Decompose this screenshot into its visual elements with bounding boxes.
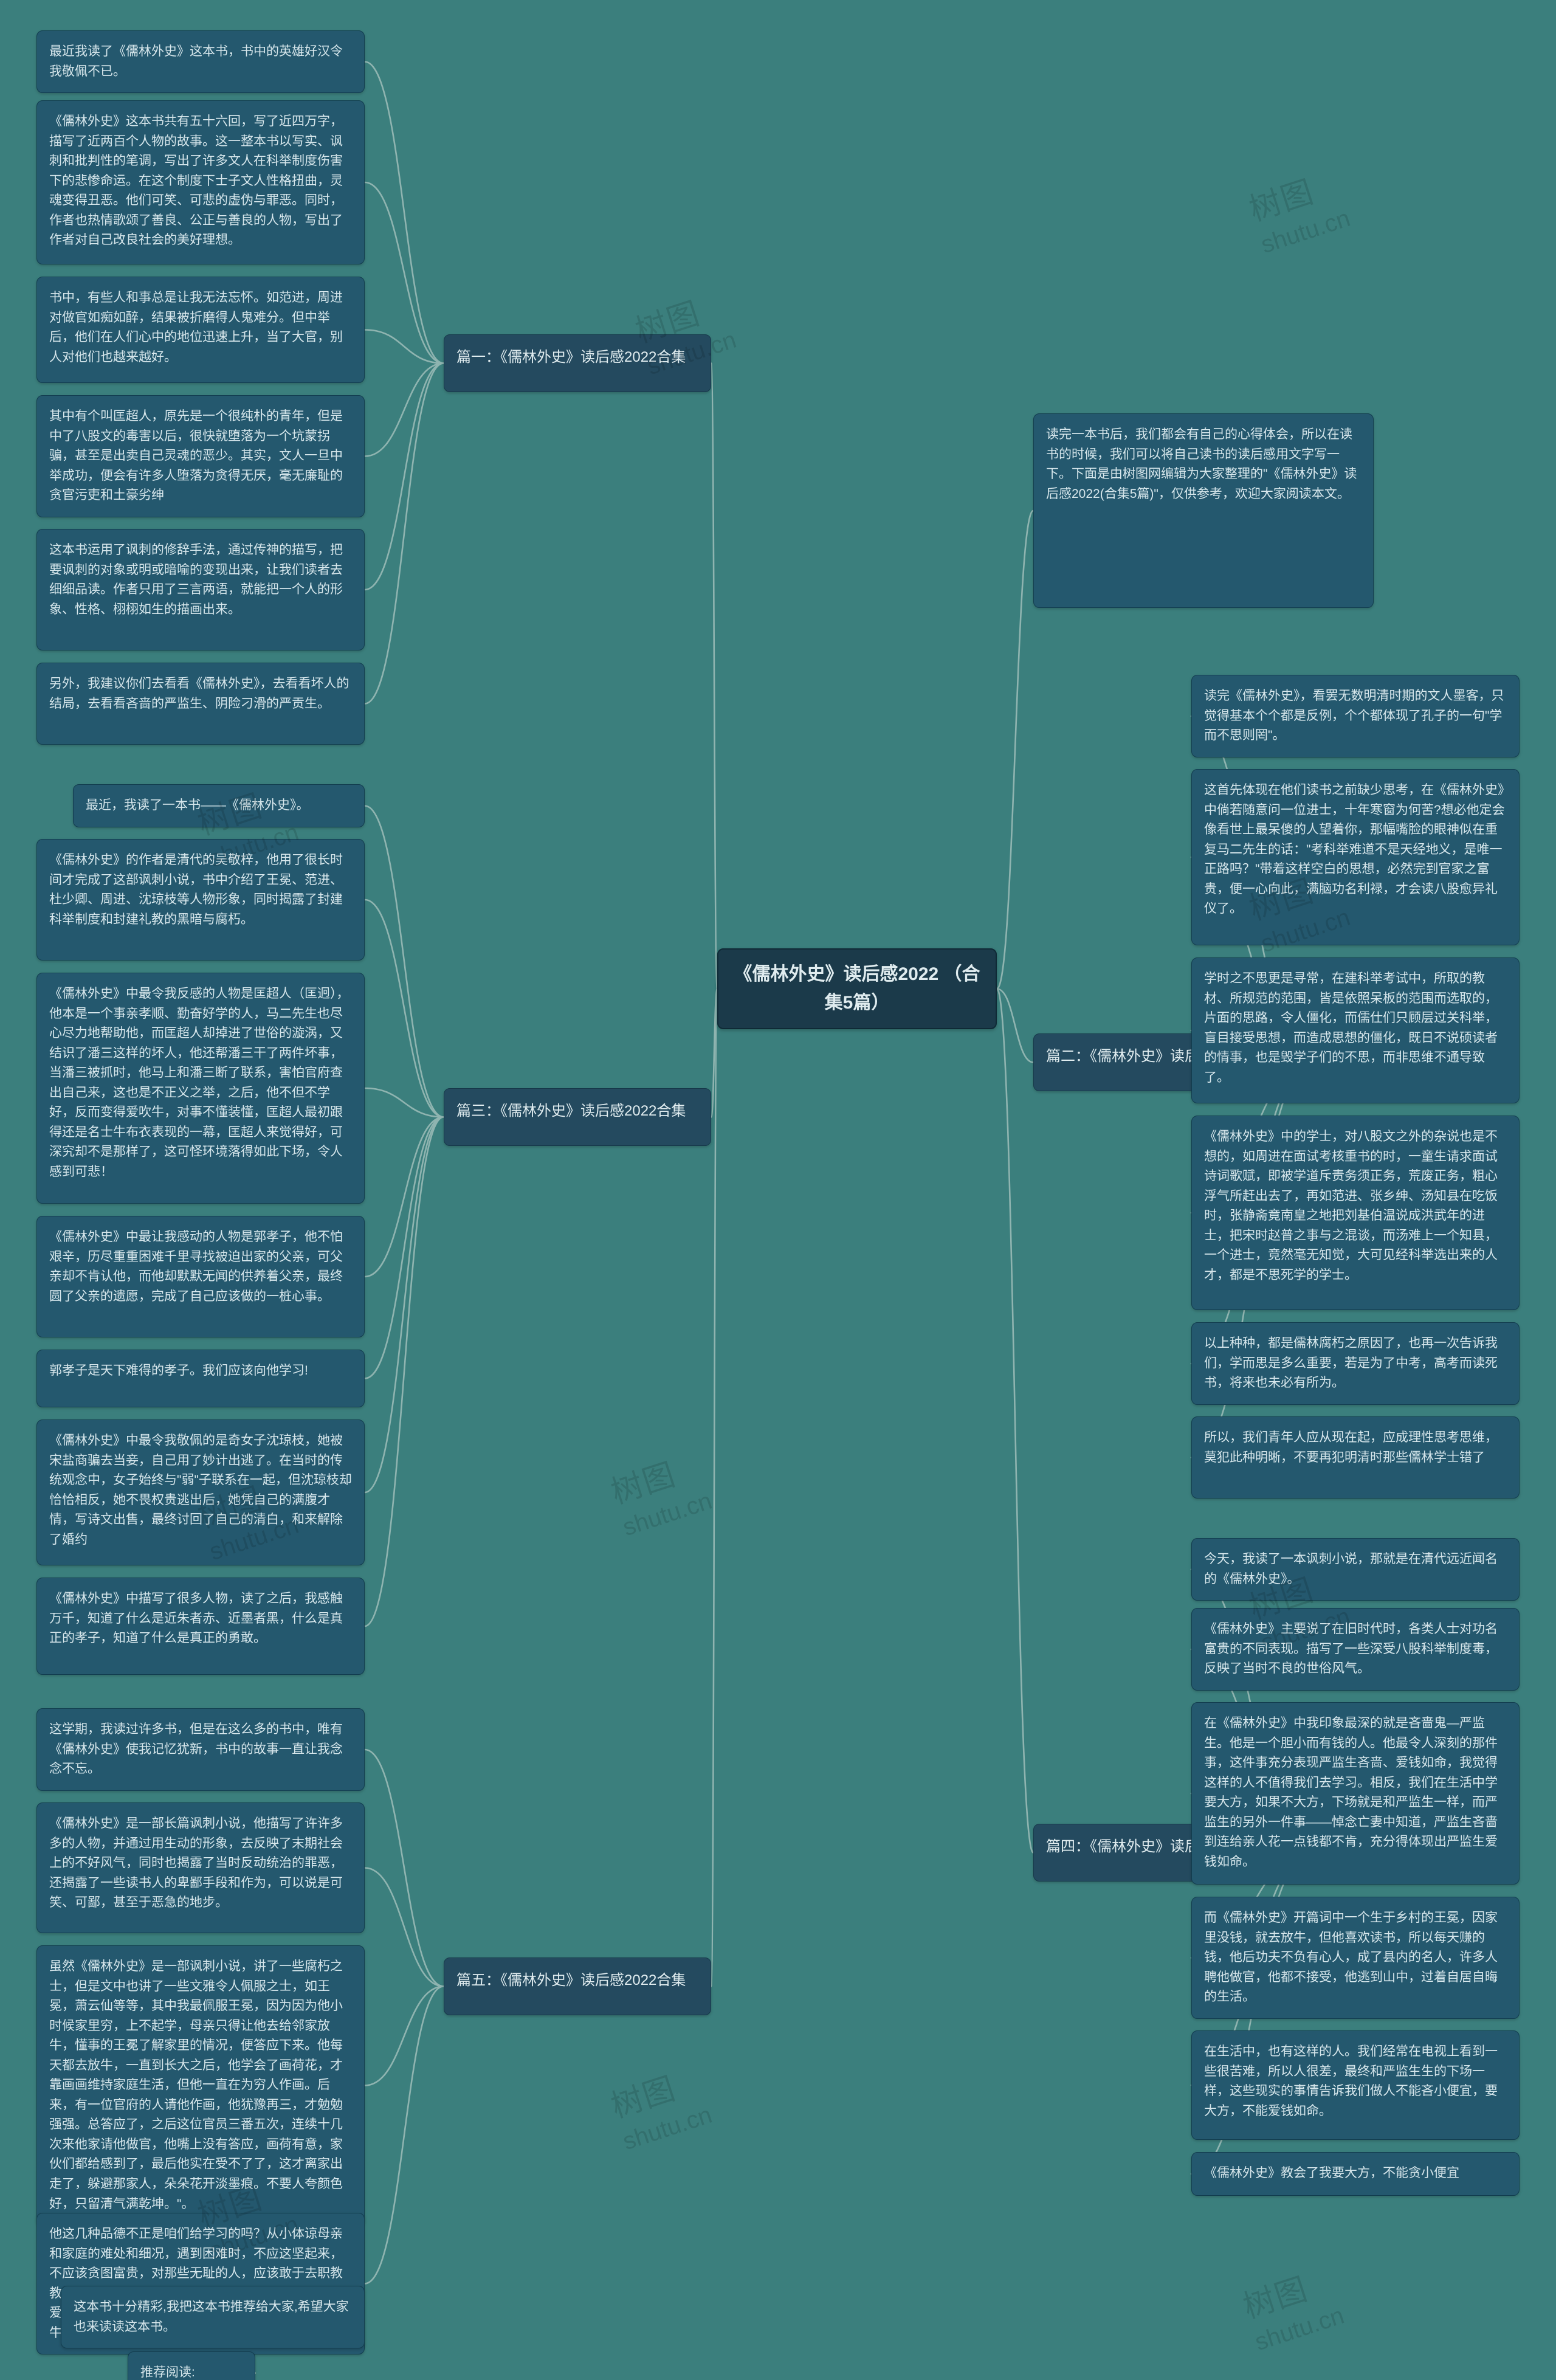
- connector: [365, 1088, 444, 1117]
- leaf-node: 学时之不思更是寻常，在建科举考试中，所取的教材、所规范的范围，皆是依照呆板的范围…: [1191, 957, 1520, 1103]
- leaf-text: 以上种种，都是儒林腐朽之原因了，也再一次告诉我们，学而思是多么重要，若是为了中考…: [1204, 1336, 1498, 1390]
- leaf-text: 而《儒林外史》开篇词中一个生于乡村的王冕，因家里没钱，就去放牛，但他喜欢读书，所…: [1204, 1911, 1498, 2004]
- leaf-node: 所以，我们青年人应从现在起，应成理性思考思维，莫犯此种明晰，不要再犯明清时那些儒…: [1191, 1416, 1520, 1499]
- leaf-text: 另外，我建议你们去看看《儒林外史》，去看看坏人的结局，去看看吝啬的严监生、阴险刁…: [49, 677, 349, 711]
- leaf-text: 《儒林外史》中最让我感动的人物是郭孝子，他不怕艰辛，历尽重重困难千里寻找被迫出家…: [49, 1230, 343, 1303]
- connector: [997, 511, 1033, 989]
- leaf-node: 以上种种，都是儒林腐朽之原因了，也再一次告诉我们，学而思是多么重要，若是为了中考…: [1191, 1322, 1520, 1405]
- leaf-node: 最近我读了《儒林外史》这本书，书中的英雄好汉令我敬佩不已。: [36, 30, 365, 93]
- leaf-text: 在生活中，也有这样的人。我们经常在电视上看到一些很苦难，所以人很差，最终和严监生…: [1204, 2044, 1498, 2118]
- section-title: 篇五：《儒林外史》读后感2022合集: [456, 1972, 686, 1989]
- leaf-text: 《儒林外史》中的学士，对八股文之外的杂说也是不想的，如周进在面试考核重书的时，一…: [1204, 1130, 1498, 1282]
- leaf-text: 这本书运用了讽刺的修辞手法，通过传神的描写，把要讽刺的对象或明或暗喻的变现出来，…: [49, 543, 343, 616]
- leaf-text: 书中，有些人和事总是让我无法忘怀。如范进，周进对做官如痴如醉，结果被折磨得人鬼难…: [49, 291, 343, 364]
- leaf-text: 这学期，我读过许多书，但是在这么多的书中，唯有《儒林外史》使我记忆犹新，书中的故…: [49, 1722, 343, 1776]
- connector: [365, 1987, 444, 2086]
- leaf-node: 《儒林外史》是一部长篇讽刺小说，他描写了许许多多的人物，并通过用生动的形象，去反…: [36, 1802, 365, 1933]
- section-node: 篇一：《儒林外史》读后感2022合集: [444, 334, 711, 392]
- leaf-text: 《儒林外史》中最令我反感的人物是匡超人（匡迥），他本是一个事亲孝顺、勤奋好学的人…: [49, 987, 349, 1179]
- leaf-node: 书中，有些人和事总是让我无法忘怀。如范进，周进对做官如痴如醉，结果被折磨得人鬼难…: [36, 277, 365, 383]
- leaf-node: 最近，我读了一本书——《儒林外史》。: [73, 784, 365, 827]
- connector: [365, 62, 444, 364]
- leaf-text: 读完《儒林外史》，看罢无数明清时期的文人墨客，只觉得基本个个都是反例，个个都体现…: [1204, 689, 1504, 742]
- leaf-text: 所以，我们青年人应从现在起，应成理性思考思维，莫犯此种明晰，不要再犯明清时那些儒…: [1204, 1430, 1498, 1464]
- leaf-node: 在生活中，也有这样的人。我们经常在电视上看到一些很苦难，所以人很差，最终和严监生…: [1191, 2030, 1520, 2140]
- leaf-node: 虽然《儒林外史》是一部讽刺小说，讲了一些腐朽之士，但是文中也讲了一些文雅令人佩服…: [36, 1945, 365, 2226]
- leaf-node: 《儒林外史》中描写了很多人物，读了之后，我感触万千，知道了什么是近朱者赤、近墨者…: [36, 1578, 365, 1675]
- leaf-text: 其中有个叫匡超人，原先是一个很纯朴的青年，但是中了八股文的毒害以后，很快就堕落为…: [49, 409, 343, 502]
- leaf-node: 《儒林外史》中最令我反感的人物是匡超人（匡迥），他本是一个事亲孝顺、勤奋好学的人…: [36, 973, 365, 1204]
- leaf-text: 《儒林外史》的作者是清代的吴敬梓，他用了很长时间才完成了这部讽刺小说，书中介绍了…: [49, 853, 343, 926]
- connector: [365, 364, 444, 457]
- section-title: 篇一：《儒林外史》读后感2022合集: [456, 349, 686, 365]
- leaf-text: 《儒林外史》是一部长篇讽刺小说，他描写了许许多多的人物，并通过用生动的形象，去反…: [49, 1816, 343, 1909]
- watermark: 树图shutu.cn: [1242, 158, 1354, 260]
- leaf-node: 《儒林外史》中最让我感动的人物是郭孝子，他不怕艰辛，历尽重重困难千里寻找被迫出家…: [36, 1216, 365, 1337]
- root-title: 《儒林外史》读后感2022 （合集5篇）: [734, 964, 980, 1013]
- leaf-node: 《儒林外史》主要说了在旧时代时，各类人士对功名富贵的不同表现。描写了一些深受八股…: [1191, 1608, 1520, 1691]
- leaf-node: 其中有个叫匡超人，原先是一个很纯朴的青年，但是中了八股文的毒害以后，很快就堕落为…: [36, 395, 365, 517]
- leaf-text: 《儒林外史》教会了我要大方，不能贪小便宜: [1204, 2166, 1459, 2180]
- leaf-node: 另外，我建议你们去看看《儒林外史》，去看看坏人的结局，去看看吝啬的严监生、阴险刁…: [36, 663, 365, 745]
- connector: [365, 1750, 444, 1987]
- connector: [711, 989, 717, 1117]
- root-node: 《儒林外史》读后感2022 （合集5篇）: [717, 948, 997, 1029]
- connector: [365, 364, 444, 590]
- connector: [997, 989, 1033, 1063]
- connector: [365, 1868, 444, 1987]
- leaf-node: 郭孝子是天下难得的孝子。我们应该向他学习!: [36, 1350, 365, 1407]
- connector: [365, 1987, 444, 2284]
- leaf-node: 而《儒林外史》开篇词中一个生于乡村的王冕，因家里没钱，就去放牛，但他喜欢读书，所…: [1191, 1897, 1520, 2019]
- connector: [365, 330, 444, 364]
- leaf-text: 最近，我读了一本书——《儒林外史》。: [86, 798, 309, 812]
- leaf-node: 在《儒林外史》中我印象最深的就是吝啬鬼—严监生。他是一个胆小而有钱的人。他最令人…: [1191, 1702, 1520, 1885]
- leaf-node: 读完《儒林外史》，看罢无数明清时期的文人墨客，只觉得基本个个都是反例，个个都体现…: [1191, 675, 1520, 757]
- leaf-node: 今天，我读了一本讽刺小说，那就是在清代远近闻名的《儒林外史》。: [1191, 1538, 1520, 1601]
- connector: [997, 989, 1033, 1853]
- leaf-node: 《儒林外史》中最令我敬佩的是奇女子沈琼枝，她被宋盐商骗去当妾，自己用了妙计出逃了…: [36, 1419, 365, 1565]
- section-node: 篇三：《儒林外史》读后感2022合集: [444, 1088, 711, 1146]
- connector: [365, 1117, 444, 1627]
- connector: [711, 364, 717, 989]
- leaf-text: 今天，我读了一本讽刺小说，那就是在清代远近闻名的《儒林外史》。: [1204, 1552, 1498, 1586]
- leaf-text: 推荐阅读:: [140, 2365, 195, 2379]
- leaf-text: 学时之不思更是寻常，在建科举考试中，所取的教材、所规范的范围，皆是依照呆板的范围…: [1204, 971, 1498, 1085]
- leaf-node: 这首先体现在他们读书之前缺少思考，在《儒林外史》中倘若随意问一位进士，十年寒窗为…: [1191, 769, 1520, 945]
- leaf-node: 《儒林外史》教会了我要大方，不能贪小便宜: [1191, 2152, 1520, 2196]
- leaf-text: 这本书十分精彩,我把这本书推荐给大家,希望大家也来读读这本书。: [74, 2300, 349, 2334]
- leaf-node: 推荐阅读:: [128, 2351, 255, 2380]
- leaf-text: 《儒林外史》主要说了在旧时代时，各类人士对功名富贵的不同表现。描写了一些深受八股…: [1204, 1622, 1498, 1675]
- leaf-node: 《儒林外史》这本书共有五十六回，写了近四万字，描写了近两百个人物的故事。这一整本…: [36, 100, 365, 264]
- leaf-text: 虽然《儒林外史》是一部讽刺小说，讲了一些腐朽之士，但是文中也讲了一些文雅令人佩服…: [49, 1959, 343, 2211]
- connector: [365, 1117, 444, 1277]
- connector: [365, 900, 444, 1117]
- connector: [365, 364, 444, 704]
- leaf-text: 《儒林外史》这本书共有五十六回，写了近四万字，描写了近两百个人物的故事。这一整本…: [49, 114, 343, 247]
- mindmap-canvas: 《儒林外史》读后感2022 （合集5篇） 读完一本书后，我们都会有自己的心得体会…: [0, 0, 1556, 2380]
- leaf-node: 这学期，我读过许多书，但是在这么多的书中，唯有《儒林外史》使我记忆犹新，书中的故…: [36, 1708, 365, 1791]
- leaf-node: 这本书运用了讽刺的修辞手法，通过传神的描写，把要讽刺的对象或明或暗喻的变现出来，…: [36, 529, 365, 650]
- leaf-node: 这本书十分精彩,我把这本书推荐给大家,希望大家也来读读这本书。: [61, 2286, 365, 2348]
- intro-node: 读完一本书后，我们都会有自己的心得体会，所以在读书的时候，我们可以将自己读书的读…: [1033, 413, 1374, 608]
- watermark: 树图shutu.cn: [1236, 2255, 1348, 2357]
- connector: [365, 1117, 444, 1493]
- connector: [365, 806, 444, 1117]
- leaf-text: 《儒林外史》中描写了很多人物，读了之后，我感触万千，知道了什么是近朱者赤、近墨者…: [49, 1592, 343, 1645]
- watermark: 树图shutu.cn: [604, 2055, 715, 2156]
- leaf-text: 最近我读了《儒林外史》这本书，书中的英雄好汉令我敬佩不已。: [49, 44, 343, 78]
- watermark: 树图shutu.cn: [604, 1441, 715, 1542]
- section-title: 篇三：《儒林外史》读后感2022合集: [456, 1103, 686, 1119]
- connector: [365, 1117, 444, 1379]
- leaf-text: 在《儒林外史》中我印象最深的就是吝啬鬼—严监生。他是一个胆小而有钱的人。他最令人…: [1204, 1716, 1498, 1869]
- leaf-text: 郭孝子是天下难得的孝子。我们应该向他学习!: [49, 1364, 308, 1378]
- leaf-node: 《儒林外史》的作者是清代的吴敬梓，他用了很长时间才完成了这部讽刺小说，书中介绍了…: [36, 839, 365, 961]
- leaf-text: 这首先体现在他们读书之前缺少思考，在《儒林外史》中倘若随意问一位进士，十年寒窗为…: [1204, 783, 1505, 916]
- connector: [711, 989, 717, 1987]
- leaf-text: 《儒林外史》中最令我敬佩的是奇女子沈琼枝，她被宋盐商骗去当妾，自己用了妙计出逃了…: [49, 1433, 352, 1547]
- leaf-node: 《儒林外史》中的学士，对八股文之外的杂说也是不想的，如周进在面试考核重书的时，一…: [1191, 1116, 1520, 1310]
- connector: [365, 182, 444, 364]
- section-node: 篇五：《儒林外史》读后感2022合集: [444, 1957, 711, 2015]
- intro-text: 读完一本书后，我们都会有自己的心得体会，所以在读书的时候，我们可以将自己读书的读…: [1046, 427, 1357, 501]
